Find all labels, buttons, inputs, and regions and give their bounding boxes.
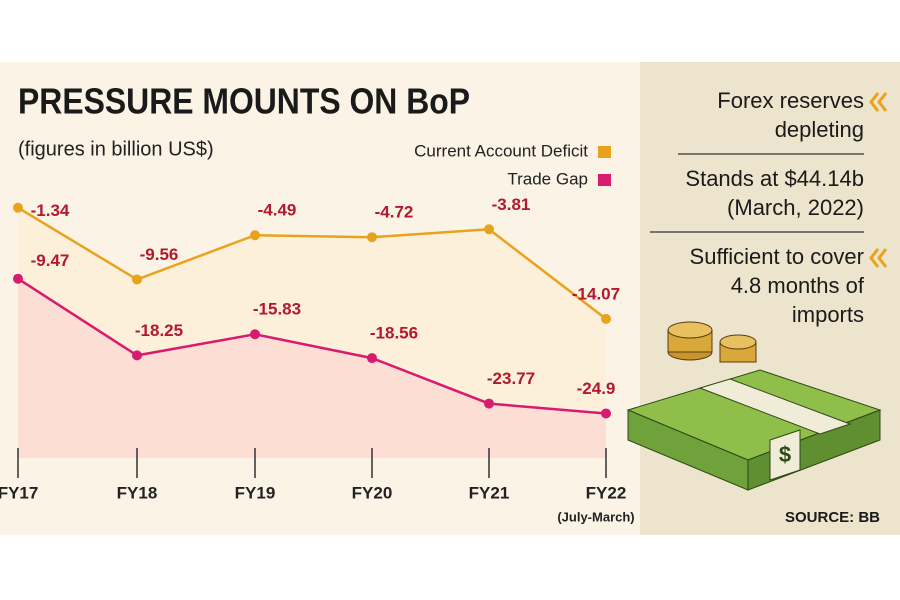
x-tick-label: FY20	[352, 483, 393, 502]
data-label: -23.77	[487, 369, 535, 388]
point	[367, 353, 377, 364]
x-tick-label: FY17	[0, 483, 38, 502]
data-label: -4.72	[375, 203, 414, 222]
side-notes: Forex reserves depleting Stands at $44.14b…	[650, 88, 888, 327]
dollar-sign: $	[779, 442, 791, 467]
note-text: depleting	[775, 117, 864, 142]
point	[13, 273, 23, 284]
x-tick-label: FY22	[586, 483, 627, 502]
data-label: -1.34	[31, 201, 70, 220]
chevron	[877, 248, 888, 268]
chart-title: PRESSURE MOUNTS ON BoP	[18, 81, 470, 122]
point	[484, 224, 494, 235]
note-text: (March, 2022)	[727, 195, 864, 220]
area	[18, 278, 606, 458]
series-line	[17, 206, 607, 320]
x-tick-label: FY19	[235, 483, 276, 502]
point	[13, 202, 23, 213]
point	[601, 408, 611, 419]
point	[250, 230, 260, 241]
note-text: Forex reserves	[717, 88, 864, 113]
source: SOURCE: BB	[785, 509, 880, 526]
data-label: -24.9	[577, 379, 616, 398]
chevron	[877, 92, 888, 112]
point	[132, 274, 142, 285]
money-illustration: $	[626, 321, 882, 491]
data-label: -4.49	[258, 201, 297, 220]
point	[132, 350, 142, 361]
data-label: -18.25	[135, 321, 183, 340]
data-label: -15.83	[253, 300, 301, 319]
data-label: -3.81	[492, 195, 531, 214]
chart-subtitle: (figures in billion US$)	[18, 138, 214, 160]
note-text: Stands at $44.14b	[685, 166, 864, 191]
chevron	[869, 248, 880, 268]
note-text: 4.8 months of	[731, 273, 865, 298]
chevron	[869, 92, 880, 112]
point	[250, 329, 260, 340]
x-tick-label: FY18	[117, 483, 158, 502]
note-text: imports	[792, 302, 864, 327]
legend-label: Current Account Deficit	[414, 141, 588, 160]
data-label: -9.47	[31, 251, 70, 270]
data-label: -14.07	[572, 284, 620, 303]
data-label: -9.56	[140, 245, 179, 264]
legend-swatch	[598, 146, 611, 158]
series-line	[17, 277, 607, 415]
point	[484, 398, 494, 409]
note-text: Sufficient to cover	[690, 244, 864, 269]
data-label: -18.56	[370, 324, 418, 343]
x-note: (July-March)	[557, 509, 634, 524]
x-tick-label: FY21	[469, 483, 510, 502]
point	[601, 313, 611, 324]
legend-label: Trade Gap	[507, 169, 588, 188]
point	[367, 232, 377, 243]
legend-swatch	[598, 174, 611, 186]
plot: FY17 FY18 FY19 FY20 FY21 FY22 (July-March) -1.3…	[0, 141, 635, 524]
